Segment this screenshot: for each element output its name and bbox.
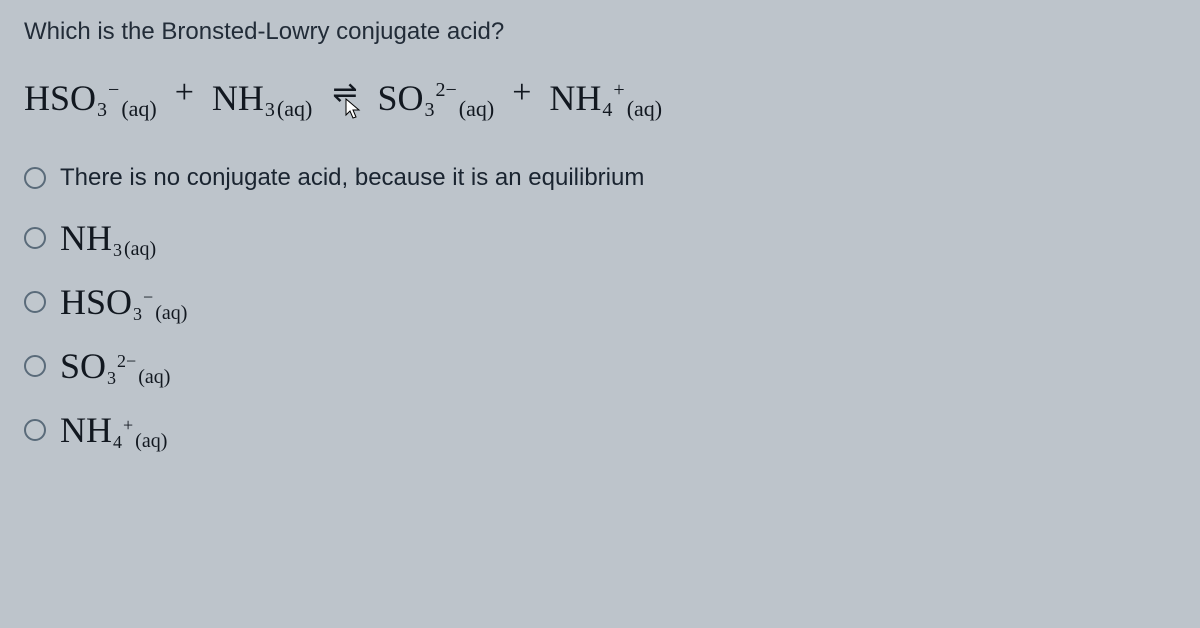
species-nh4: NH 4 + (aq) [549,80,662,116]
option-c[interactable]: HSO 3 − (aq) [24,284,1176,320]
plus-sign: + [175,74,194,112]
option-d[interactable]: SO 3 2− (aq) [24,348,1176,384]
option-b[interactable]: NH 3 (aq) [24,220,1176,256]
option-c-label: HSO 3 − (aq) [60,284,187,320]
option-b-label: NH 3 (aq) [60,220,156,256]
reaction-equation: HSO 3 − (aq) + NH 3 (aq) ⇌ SO 3 2− (aq) … [24,74,1176,116]
question-text: Which is the Bronsted-Lowry conjugate ac… [24,18,1176,46]
option-e[interactable]: NH 4 + (aq) [24,412,1176,448]
plus-sign: + [512,74,531,112]
species-hso3: HSO 3 − (aq) [24,80,157,116]
radio-icon[interactable] [24,227,46,249]
species-so3: SO 3 2− (aq) [377,80,494,116]
option-a[interactable]: There is no conjugate acid, because it i… [24,164,1176,192]
equilibrium-arrow: ⇌ [332,75,357,110]
option-d-label: SO 3 2− (aq) [60,348,170,384]
radio-icon[interactable] [24,291,46,313]
radio-icon[interactable] [24,419,46,441]
answer-options: There is no conjugate acid, because it i… [24,164,1176,448]
species-nh3: NH 3 (aq) [212,80,312,116]
option-e-label: NH 4 + (aq) [60,412,167,448]
radio-icon[interactable] [24,355,46,377]
option-a-label: There is no conjugate acid, because it i… [60,164,644,192]
radio-icon[interactable] [24,167,46,189]
